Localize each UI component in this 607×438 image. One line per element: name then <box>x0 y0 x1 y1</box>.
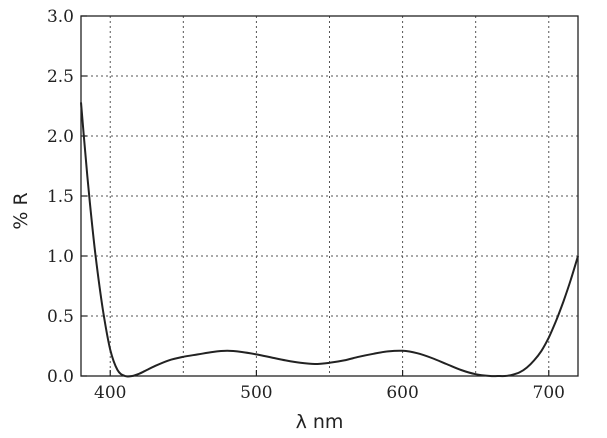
tick-labels: 0.0 0.5 1.0 1.5 2.0 2.5 3.0 400 500 600 700 <box>47 7 565 403</box>
x-tick-label: 400 <box>94 383 126 403</box>
y-tick-label: 3.0 <box>47 7 74 27</box>
y-tick-label: 0.5 <box>47 307 74 327</box>
x-tick-label: 600 <box>386 383 418 403</box>
y-tick-label: 2.0 <box>47 127 74 147</box>
series-group <box>80 102 579 378</box>
x-axis-title: λ nm <box>296 411 344 433</box>
x-tick-label: 700 <box>533 383 565 403</box>
x-tick-label: 500 <box>240 383 272 403</box>
reflectance-series-line <box>80 102 579 378</box>
y-tick-label: 2.5 <box>47 67 74 87</box>
y-tick-label: 0.0 <box>47 367 74 387</box>
grid <box>81 16 578 376</box>
y-tick-label: 1.5 <box>47 187 74 207</box>
y-axis-title: % R <box>10 192 32 229</box>
y-tick-label: 1.0 <box>47 247 74 267</box>
